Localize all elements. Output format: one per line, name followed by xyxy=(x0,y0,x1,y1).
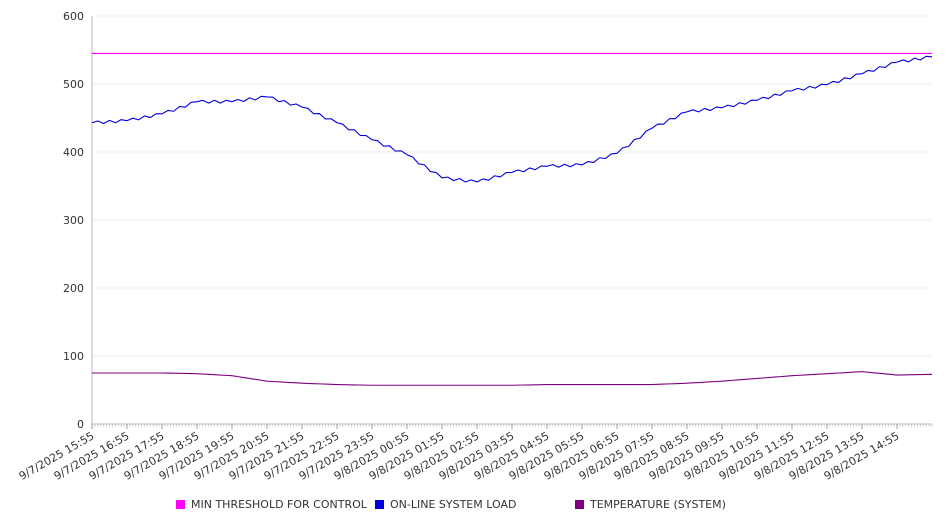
y-tick-label-200: 200 xyxy=(63,282,84,295)
series-line-1 xyxy=(91,55,933,183)
legend-item-system-load[interactable]: ON-LINE SYSTEM LOAD xyxy=(375,498,516,511)
axes xyxy=(91,16,933,429)
legend-label-min-threshold: MIN THRESHOLD FOR CONTROL xyxy=(191,498,367,511)
y-tick-label-500: 500 xyxy=(63,78,84,91)
grid-lines xyxy=(92,15,932,357)
y-tick-label-300: 300 xyxy=(63,214,84,227)
legend-item-temperature[interactable]: TEMPERATURE (SYSTEM) xyxy=(575,498,726,511)
legend-item-min-threshold[interactable]: MIN THRESHOLD FOR CONTROL xyxy=(176,498,367,511)
legend-swatch-temperature xyxy=(575,500,584,509)
chart-legend: MIN THRESHOLD FOR CONTROL ON-LINE SYSTEM… xyxy=(0,498,946,514)
legend-label-temperature: TEMPERATURE (SYSTEM) xyxy=(590,498,726,511)
series-lines xyxy=(91,52,933,386)
y-tick-label-400: 400 xyxy=(63,146,84,159)
legend-label-system-load: ON-LINE SYSTEM LOAD xyxy=(390,498,517,511)
y-tick-label-100: 100 xyxy=(63,350,84,363)
series-line-2 xyxy=(92,371,933,386)
x-axis-tick-labels: 9/7/2025 15:559/7/2025 16:559/7/2025 17:… xyxy=(17,429,902,483)
y-tick-label-0: 0 xyxy=(77,418,84,431)
legend-swatch-min-threshold xyxy=(176,500,185,509)
y-axis-tick-labels: 0 100 200 300 400 500 600 xyxy=(63,10,84,431)
legend-swatch-system-load xyxy=(375,500,384,509)
y-tick-label-600: 600 xyxy=(63,10,84,23)
